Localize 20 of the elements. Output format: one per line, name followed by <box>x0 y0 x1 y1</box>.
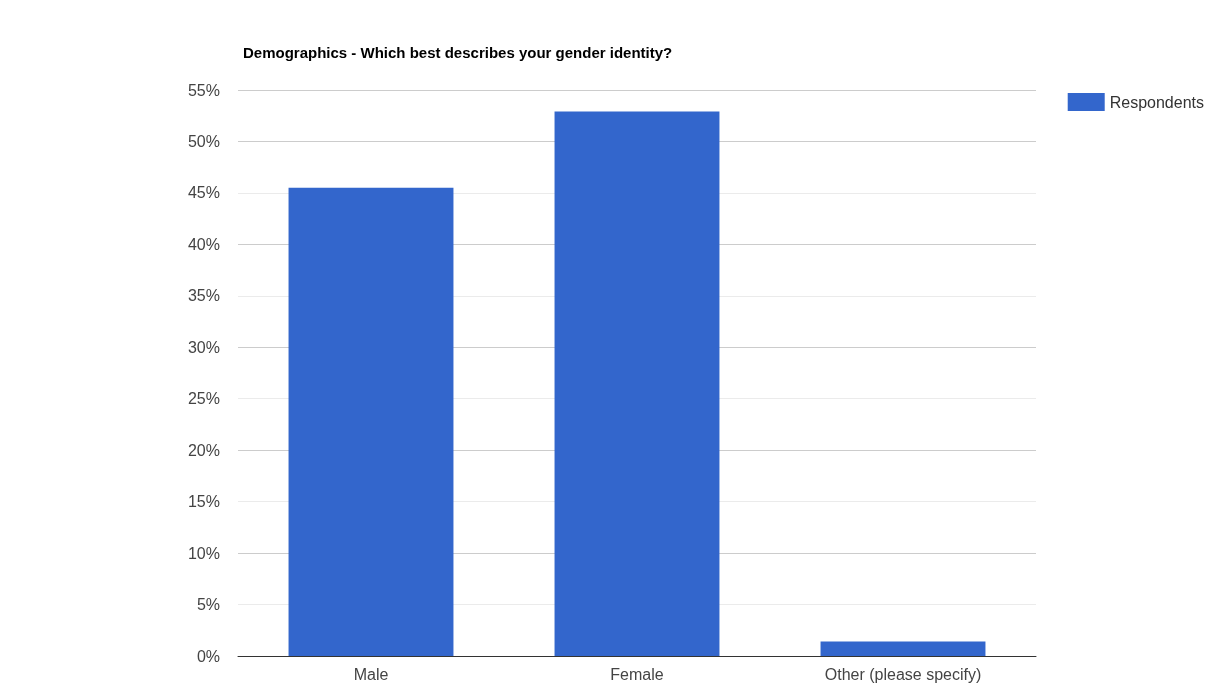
y-tick-label: 25% <box>187 390 220 408</box>
bar <box>288 187 454 656</box>
x-tick-label: Female <box>610 665 664 683</box>
y-tick-label: 0% <box>196 647 220 665</box>
y-tick-label: 40% <box>187 235 220 253</box>
y-tick-label: 35% <box>187 287 220 305</box>
y-tick-label: 50% <box>187 132 220 150</box>
x-tick-label: Other (please specify) <box>824 665 982 683</box>
y-tick-label: 20% <box>187 441 220 459</box>
chart-title: Demographics - Which best describes your gender identity? <box>243 44 673 61</box>
y-tick-label: 10% <box>187 544 220 562</box>
bar <box>554 111 720 656</box>
y-tick-label: 30% <box>187 338 220 356</box>
x-tick-label: Male <box>353 665 389 683</box>
y-tick-label: 45% <box>187 184 220 202</box>
y-tick-label: 5% <box>196 596 220 614</box>
y-tick-label: 55% <box>187 81 220 99</box>
y-tick-label: 15% <box>187 493 220 511</box>
bar <box>820 641 986 656</box>
legend-label: Respondents <box>1109 93 1205 111</box>
